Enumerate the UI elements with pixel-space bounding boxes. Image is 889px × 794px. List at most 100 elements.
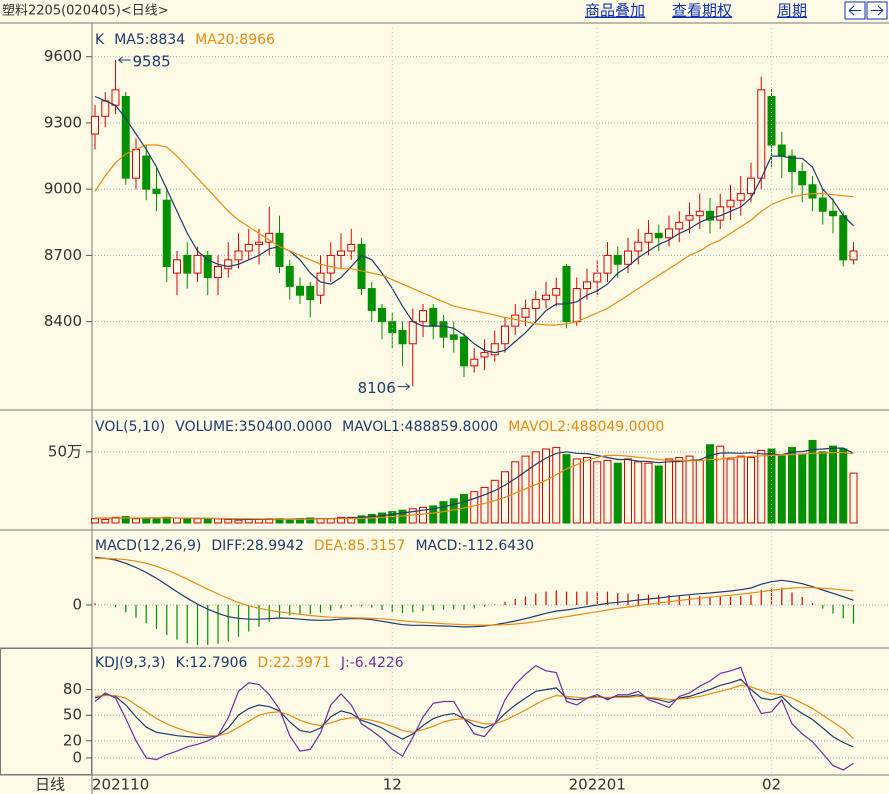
candle-body [531,299,540,309]
legend-entry: D:22.3971 [257,655,330,671]
legend-entry: DIFF:28.9942 [211,538,304,554]
volume-bar [367,513,376,524]
volume-bar [706,444,714,524]
candle-body [542,294,550,301]
page-title: 塑料2205(020405)<日线> [2,4,169,19]
candle-body [234,250,243,261]
volume-bar [203,518,212,524]
volume-bar [644,462,653,524]
candle-body [849,250,858,261]
volume-bar [665,458,673,524]
candle-body [634,241,643,252]
volume-bar [449,498,458,524]
annotation-arrow [397,383,411,390]
candle-body [839,215,848,261]
candle-body [183,254,192,274]
indicator-line [94,556,854,628]
legend-entry: J:-6.4226 [340,655,404,671]
volume-bar [306,517,315,524]
volume-bar [818,451,827,524]
candle-body [808,184,817,199]
candle-body [788,155,796,173]
candle-body [306,285,315,301]
legend-entry: MAVOL1:488859.8000 [342,419,498,435]
legend-entry: MA20:8966 [195,32,275,48]
candle-body [173,259,181,274]
candle-body [142,155,151,190]
volume-bar [152,518,161,524]
candle-body [593,272,602,283]
period-link[interactable]: 周期 [777,2,807,20]
panel-title: KDJ(9,3,3) [95,655,166,671]
options-link[interactable]: 查看期权 [672,2,732,20]
plot [94,664,854,771]
candle-body [224,259,233,270]
volume-bar [839,448,848,524]
legend-entry: MA5:8834 [114,32,185,48]
y-tick-label: 0 [72,596,82,614]
candle-body [757,89,766,179]
candle-body [429,307,438,327]
volume-bar [798,454,807,524]
candle-body [480,352,489,358]
candle-body [521,307,530,318]
overlay-link[interactable]: 商品叠加 [585,2,645,20]
annotation: 8106 [358,379,396,397]
candle-body [132,148,140,179]
candle-body [583,281,591,290]
candle-body [419,310,427,323]
candle-body [501,325,509,345]
candle-body [736,193,745,201]
candle-body [695,210,704,217]
candle-body [777,144,786,157]
next-button[interactable] [866,1,888,20]
candle-body [316,272,325,296]
y-tick-label: 8400 [44,312,82,330]
volume-bar [173,517,181,524]
volume-bar [480,486,489,524]
volume-bar [111,516,120,524]
indicator-line [94,664,854,771]
volume-bar [747,457,755,524]
volume-bar [531,451,540,524]
volume-bar [654,465,663,524]
panel-title: VOL(5,10) [95,419,165,435]
x-tick-label: 12 [383,776,402,794]
volume-bar [849,472,858,524]
volume-bar [603,459,612,524]
candle-body [706,210,714,221]
candle-body [470,358,479,367]
candle-body [275,232,284,267]
volume-bar [675,457,684,524]
candle-body [255,241,263,245]
candle-body [654,232,663,239]
plot [94,556,855,645]
volume-bar [685,455,694,524]
candle-body [162,199,171,267]
candle-body [829,210,837,217]
indicator-line [94,95,854,354]
kdj-axis-box [0,648,92,775]
candle-body [214,265,222,279]
volume-bar [142,517,151,524]
volume-bar [695,459,704,524]
candle-body [716,206,725,221]
candle-body [203,254,212,279]
volume-bar [121,516,130,524]
candle-body [572,288,581,323]
volume-bar [726,458,735,524]
volume-bar [101,518,110,524]
candle-body [408,321,417,345]
annotation: 9585 [133,53,171,71]
candle-body [347,243,356,252]
candle-body [613,254,622,265]
plot [91,439,858,524]
volume-bar [829,445,837,524]
y-tick-label: 9300 [44,113,82,131]
candle-body [726,199,735,208]
volume-bar [357,515,366,524]
prev-button[interactable] [844,1,866,20]
volume-bar [521,455,530,524]
candle-body [439,321,448,338]
candle-body [398,330,407,345]
